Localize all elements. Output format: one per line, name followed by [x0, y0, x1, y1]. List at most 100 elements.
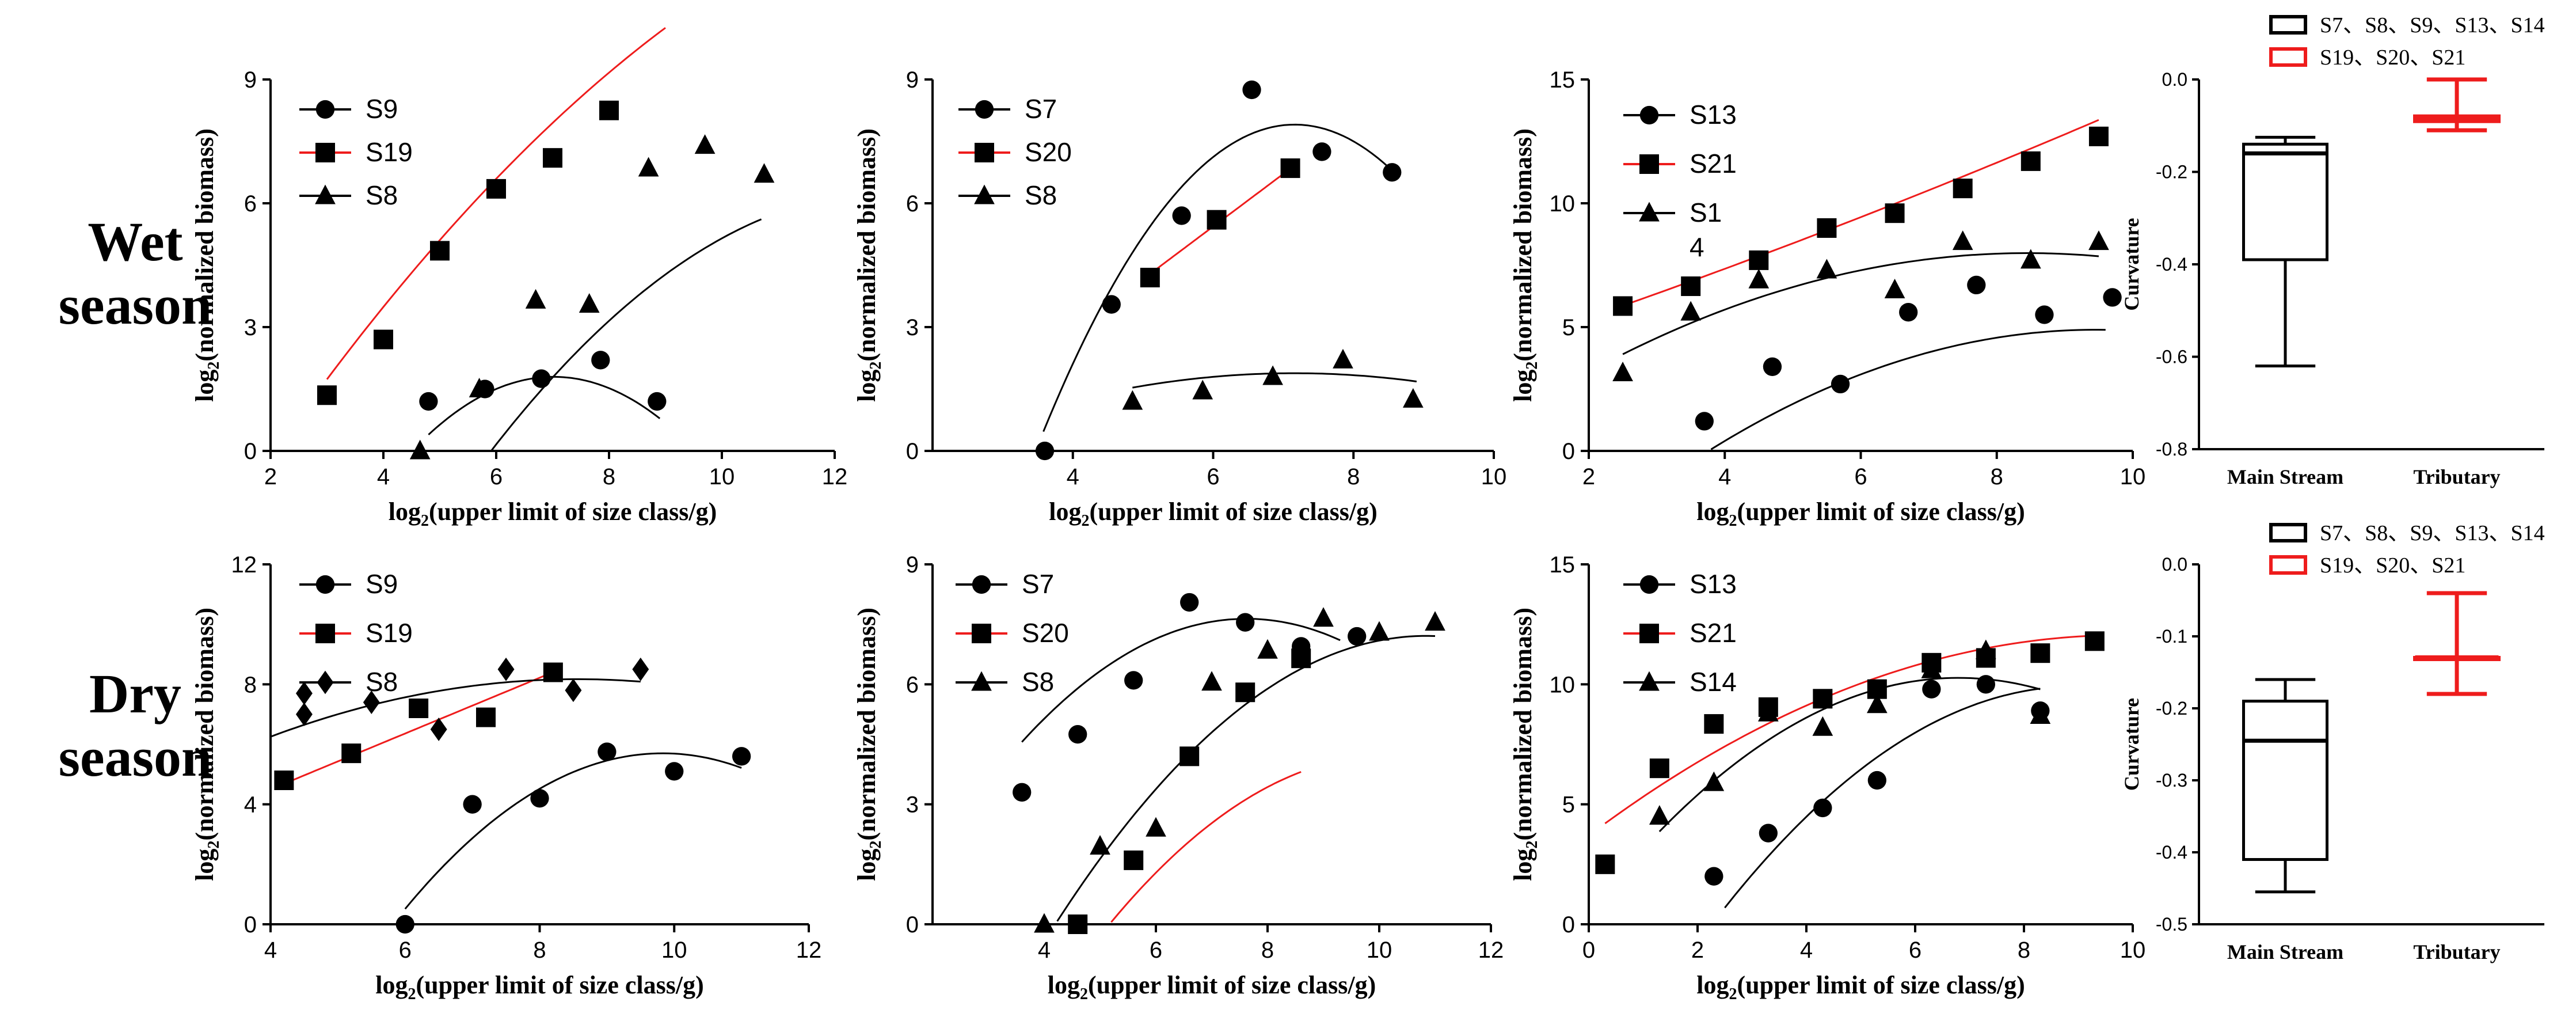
y-axis-title: log2(normalized biomass) [853, 128, 885, 402]
x-axis-title: log2(upper limit of size class/g) [1696, 971, 2025, 1003]
fit-curve-S21 [1604, 635, 2095, 825]
y-tick-label: 8 [244, 672, 257, 697]
x-tick-label: 8 [533, 938, 546, 963]
y-tick-label: -0.4 [2156, 254, 2187, 275]
data-point-S8 [1425, 611, 1445, 631]
data-point-S19 [476, 707, 496, 727]
data-point-S8 [1262, 365, 1283, 385]
data-point-S13 [1899, 303, 1918, 322]
data-point-S7 [1102, 295, 1121, 314]
data-point-S13 [1704, 867, 1723, 886]
axis-title-part: (normalized biomass) [1509, 128, 1537, 362]
data-point-S13 [1967, 275, 1986, 295]
data-point-S8 [1146, 817, 1166, 837]
data-point-S8 [469, 377, 490, 397]
fit-curve-S14 [1622, 252, 2099, 355]
data-point-S19 [599, 100, 619, 120]
x-tick-label: 10 [1367, 938, 1392, 963]
y-tick-label: 15 [1550, 552, 1576, 578]
legend-marker-S8 [974, 184, 995, 204]
y-tick-label: 0 [1562, 439, 1575, 464]
data-point-S13 [1813, 798, 1832, 818]
legend-box [2269, 523, 2307, 542]
data-point-S19 [486, 179, 506, 199]
category-label: Tributary [2413, 940, 2500, 963]
row-label-wet: Wet season [40, 210, 230, 337]
axis-title-subscript: 2 [867, 362, 885, 370]
legend-label-S19: S19 [366, 137, 413, 167]
legend-label-S9: S9 [366, 94, 398, 124]
y-tick-label: -0.4 [2156, 842, 2187, 863]
y-tick-label: 0 [906, 439, 919, 464]
data-point-S8 [565, 678, 582, 703]
axis-title-part: (upper limit of size class/g) [1089, 498, 1377, 526]
y-tick-label: 4 [244, 792, 257, 818]
data-point-S19 [341, 743, 362, 764]
data-point-S14 [1884, 278, 1905, 298]
axis-title-part: (normalized biomass) [853, 608, 881, 841]
y-tick-label: 0 [244, 439, 257, 464]
data-point-S14 [1612, 362, 1633, 381]
data-point-S14 [1812, 716, 1833, 736]
y-tick-label: 9 [906, 67, 919, 93]
axis-title-part: log [853, 370, 881, 402]
y-axis-title: log2(normalized biomass) [853, 608, 885, 881]
axis-title-part: (normalized biomass) [191, 608, 219, 841]
legend-box [2269, 555, 2307, 575]
data-point-S21 [1649, 758, 1669, 779]
row-label-dry: Dry season [40, 662, 230, 789]
x-tick-label: 12 [796, 938, 822, 963]
legend-marker-S14 [1639, 202, 1660, 222]
x-tick-label: 2 [264, 464, 277, 489]
axis-title-subscript: 2 [1729, 512, 1737, 530]
data-point-S21 [1681, 276, 1701, 297]
data-point-S19 [274, 771, 294, 790]
axis-title-part: (normalized biomass) [1509, 608, 1537, 841]
legend-label-S14: S14 [1690, 667, 1737, 697]
data-point-S20 [1291, 648, 1311, 669]
data-point-S13 [1759, 824, 1778, 843]
y-tick-label: 5 [1562, 315, 1575, 340]
data-point-S13 [2035, 305, 2054, 324]
legend-label-S21: S21 [1690, 618, 1737, 648]
data-point-S8 [1192, 380, 1213, 400]
legend-label: S19、S20、S21 [2320, 45, 2465, 70]
data-point-S9 [591, 351, 610, 370]
legend-marker-S14 [1639, 671, 1660, 691]
x-tick-label: 4 [1038, 938, 1051, 963]
fit-curve-S8 [490, 218, 762, 451]
data-point-S14 [1649, 804, 1670, 825]
axis-title-subscript: 2 [408, 985, 416, 1003]
data-point-S19 [430, 241, 450, 261]
data-point-S14 [2030, 704, 2051, 724]
data-point-S8 [1122, 390, 1143, 410]
data-point-S13 [1867, 771, 1887, 790]
y-tick-label: -0.2 [2156, 698, 2187, 719]
data-point-S7 [1180, 593, 1199, 612]
x-axis-title: log2(upper limit of size class/g) [1048, 971, 1376, 1003]
y-tick-label: 0 [906, 912, 919, 938]
legend-label-S8: S8 [1022, 667, 1054, 697]
data-point-S21 [1817, 218, 1837, 238]
data-point-S8 [295, 703, 313, 726]
y-tick-label: 0.0 [2162, 554, 2187, 575]
axis-title-part: (upper limit of size class/g) [429, 498, 717, 526]
y-tick-label: -0.5 [2156, 914, 2187, 935]
x-tick-label: 8 [1991, 464, 2003, 489]
data-point-S13 [1922, 680, 1941, 699]
data-point-S8 [430, 718, 447, 741]
row-label-dry-line1: Dry [89, 663, 181, 724]
y-axis-title: Curvature [2120, 218, 2143, 310]
x-axis-title: log2(upper limit of size class/g) [1696, 498, 2025, 530]
data-point-S20 [1068, 914, 1088, 934]
y-tick-label: 12 [231, 552, 257, 578]
data-point-S8 [1201, 671, 1222, 691]
data-point-S7 [1242, 80, 1261, 100]
data-point-S19 [543, 148, 562, 168]
legend-label-S14-cont: 4 [1690, 232, 1704, 262]
data-point-S9 [395, 914, 414, 934]
data-point-S8 [1333, 348, 1353, 369]
